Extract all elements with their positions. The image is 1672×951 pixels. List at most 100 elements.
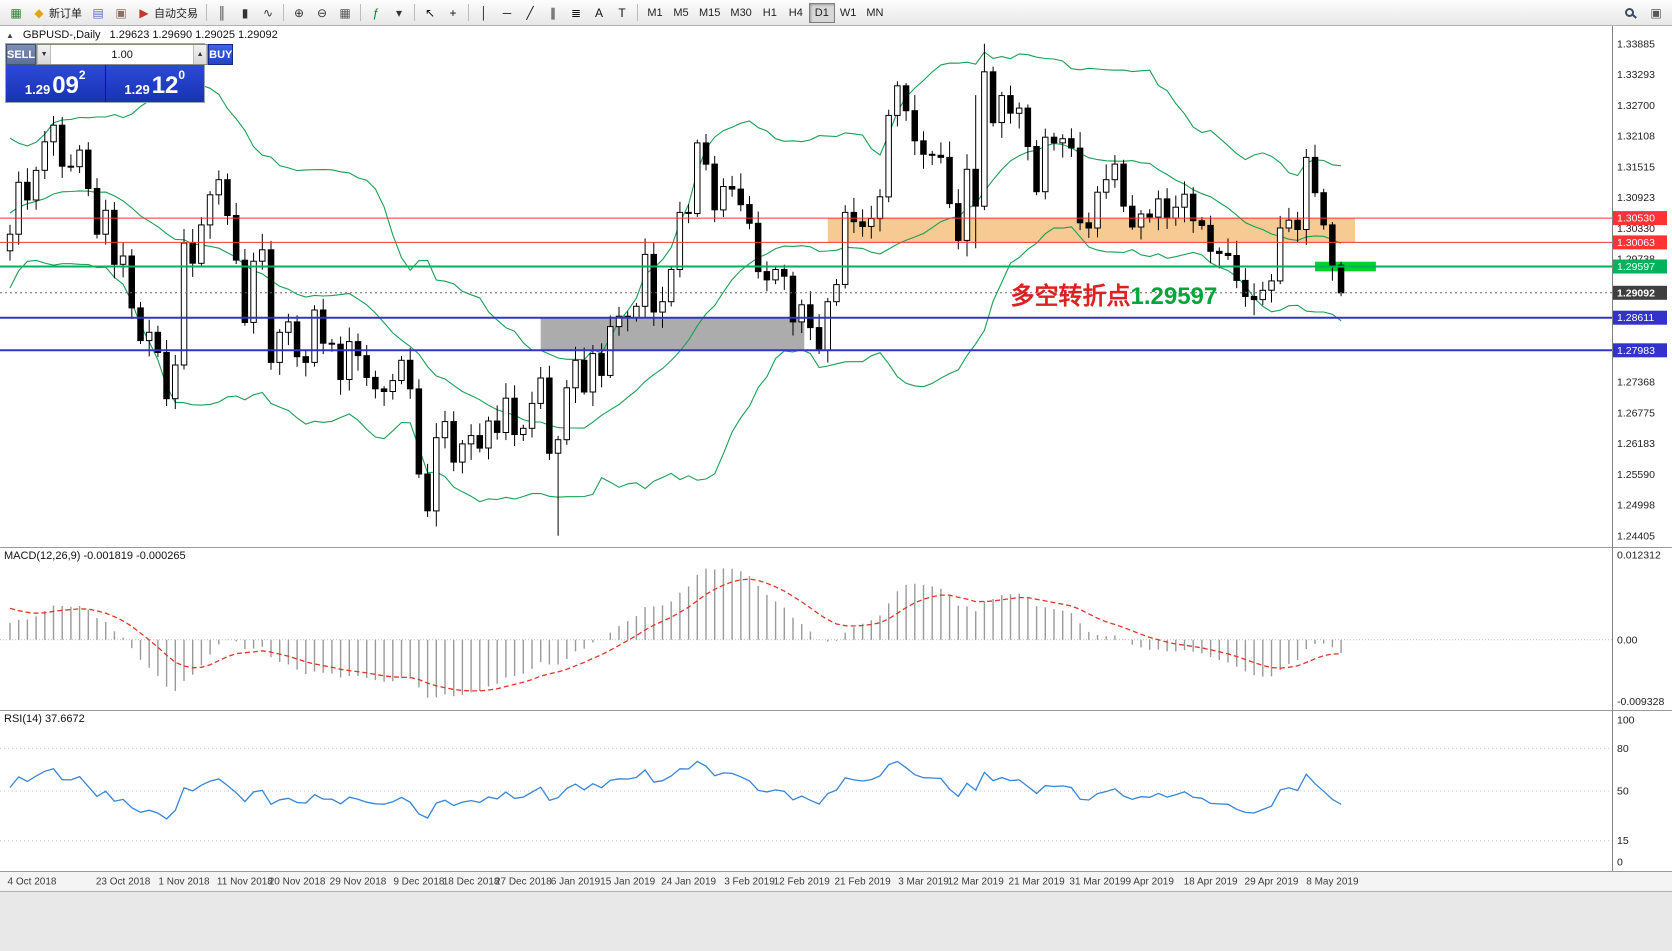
- candle-body: [728, 186, 736, 190]
- candle-body: [493, 420, 501, 433]
- date-axis-label: 11 Nov 2018: [217, 877, 273, 888]
- panels-button[interactable]: ▣: [1645, 2, 1667, 24]
- fibonacci-button[interactable]: ≣: [565, 2, 587, 24]
- ohlc-bars-button[interactable]: ║: [211, 2, 233, 24]
- candle-body: [1242, 279, 1249, 297]
- horizontal-line-button[interactable]: ─: [496, 2, 518, 24]
- new-order-icon: ◆: [34, 5, 44, 20]
- candle-body: [737, 188, 744, 206]
- buy-price-button[interactable]: 1.29 12 0: [104, 65, 204, 102]
- candle-body: [554, 439, 562, 454]
- candle-body: [650, 253, 657, 313]
- buy-price-point: 0: [178, 68, 186, 82]
- toolbar-separator: [360, 4, 361, 21]
- candle-body: [868, 218, 875, 227]
- volume-decrease-button[interactable]: ▼: [37, 45, 52, 64]
- timeframe-button-mn[interactable]: MN: [861, 3, 888, 23]
- rsi-panel-chart[interactable]: 100 80 50 15 0: [0, 710, 1672, 871]
- candle-body: [885, 114, 892, 198]
- candle-body: [981, 71, 988, 207]
- macd-panel-chart[interactable]: 0.012312 0.00 -0.009328: [0, 547, 1672, 710]
- templates-button[interactable]: ▾: [388, 2, 410, 24]
- rsi-axis-label: 0: [1617, 857, 1623, 869]
- zoom-out-button[interactable]: ⊖: [311, 2, 333, 24]
- auto-trading-button[interactable]: ▶ 自动交易: [133, 2, 202, 24]
- candle-body: [485, 420, 492, 449]
- date-axis-label: 23 Oct 2018: [96, 877, 151, 888]
- candle-body: [1050, 136, 1058, 144]
- bollinger-lower-band: [9, 226, 1342, 503]
- date-axis-label: 12 Mar 2019: [948, 877, 1005, 888]
- sell-price-button[interactable]: 1.29 09 2: [6, 65, 105, 102]
- candle-body: [763, 271, 771, 281]
- cursor-button[interactable]: ↖: [419, 2, 441, 24]
- candle-body: [50, 124, 57, 143]
- tile-windows-button[interactable]: ▦: [334, 2, 356, 24]
- candle-body: [206, 194, 214, 226]
- rsi-axis-label: 100: [1617, 715, 1635, 727]
- timeframe-button-m30[interactable]: M30: [725, 3, 756, 23]
- text-button[interactable]: A: [588, 2, 610, 24]
- indicators-button[interactable]: ƒ: [365, 2, 387, 24]
- time-axis[interactable]: 4 Oct 2018 23 Oct 2018 1 Nov 2018 11 Nov 20…: [0, 871, 1672, 891]
- candlestick-button[interactable]: ▮: [234, 2, 256, 24]
- timeframe-button-m15[interactable]: M15: [694, 3, 725, 23]
- volume-increase-button[interactable]: ▲: [193, 45, 208, 64]
- templates-icon: ▾: [395, 5, 403, 20]
- main-price-chart[interactable]: 1.33885 1.33293 1.32700 1.32108 1.31515 1.309…: [0, 26, 1672, 547]
- new-chart-icon: ▦: [10, 5, 22, 20]
- candle-body: [537, 377, 544, 404]
- candle-body: [102, 209, 109, 235]
- sell-price-point: 2: [78, 68, 86, 82]
- zoom-in-button[interactable]: ⊕: [288, 2, 310, 24]
- toolbar-separator: [206, 4, 207, 21]
- timeframe-button-m1[interactable]: M1: [642, 3, 668, 23]
- candle-body: [354, 341, 362, 357]
- one-click-collapse-icon[interactable]: ▲: [6, 30, 14, 40]
- date-axis-label: 29 Apr 2019: [1245, 877, 1299, 888]
- candle-body: [946, 156, 953, 205]
- timeframe-button-m5[interactable]: M5: [668, 3, 694, 23]
- timeframe-toolbar: M1 M5 M15 M30 H1 H4 D1 W1 MN: [642, 2, 888, 23]
- date-axis-label: 27 Dec 2018: [495, 877, 552, 888]
- candle-body: [424, 473, 431, 512]
- timeframe-button-h4[interactable]: H4: [783, 3, 809, 23]
- candle-body: [711, 163, 718, 211]
- candle-body: [894, 85, 901, 116]
- candle-body: [433, 437, 440, 512]
- label-button[interactable]: T: [611, 2, 633, 24]
- price-tag-1.29092: 1.29092: [1613, 285, 1667, 300]
- timeframe-button-h1[interactable]: H1: [757, 3, 783, 23]
- date-axis-label: 3 Mar 2019: [898, 877, 949, 888]
- profiles-button[interactable]: ▤: [87, 2, 109, 24]
- profiles-icon: ▤: [92, 5, 104, 20]
- new-order-button[interactable]: ◆ 新订单: [28, 2, 86, 24]
- chart-window[interactable]: 1.33885 1.33293 1.32700 1.32108 1.31515 1.309…: [0, 26, 1672, 951]
- vertical-line-button[interactable]: │: [473, 2, 495, 24]
- candle-body: [659, 301, 666, 313]
- candle-body: [520, 427, 527, 435]
- new-chart-button[interactable]: ▦: [5, 2, 27, 24]
- trendline-button[interactable]: ╱: [519, 2, 541, 24]
- volume-input[interactable]: [51, 45, 194, 64]
- sell-button[interactable]: SELL: [6, 44, 37, 65]
- candle-body: [1068, 138, 1075, 149]
- line-chart-button[interactable]: ∿: [257, 2, 279, 24]
- candle-body: [1285, 219, 1293, 229]
- charts-cascade-button[interactable]: ▣: [110, 2, 132, 24]
- timeframe-button-w1[interactable]: W1: [835, 3, 862, 23]
- supply-zone-rectangle[interactable]: [827, 218, 1355, 243]
- candle-body: [702, 142, 710, 165]
- equidistant-channel-button[interactable]: ∥: [542, 2, 564, 24]
- candle-body: [276, 331, 283, 363]
- price-tag-1.30530: 1.30530: [1613, 211, 1667, 226]
- candle-body: [1311, 156, 1319, 194]
- timeframe-button-d1[interactable]: D1: [808, 2, 835, 23]
- toolbar-separator: [283, 4, 284, 21]
- macd-histogram: [9, 568, 1342, 698]
- buy-button[interactable]: BUY: [208, 44, 234, 65]
- gray-zone-rectangle[interactable]: [540, 317, 805, 351]
- candle-body: [1250, 296, 1258, 301]
- search-button[interactable]: [1619, 2, 1642, 24]
- crosshair-button[interactable]: +: [442, 2, 464, 24]
